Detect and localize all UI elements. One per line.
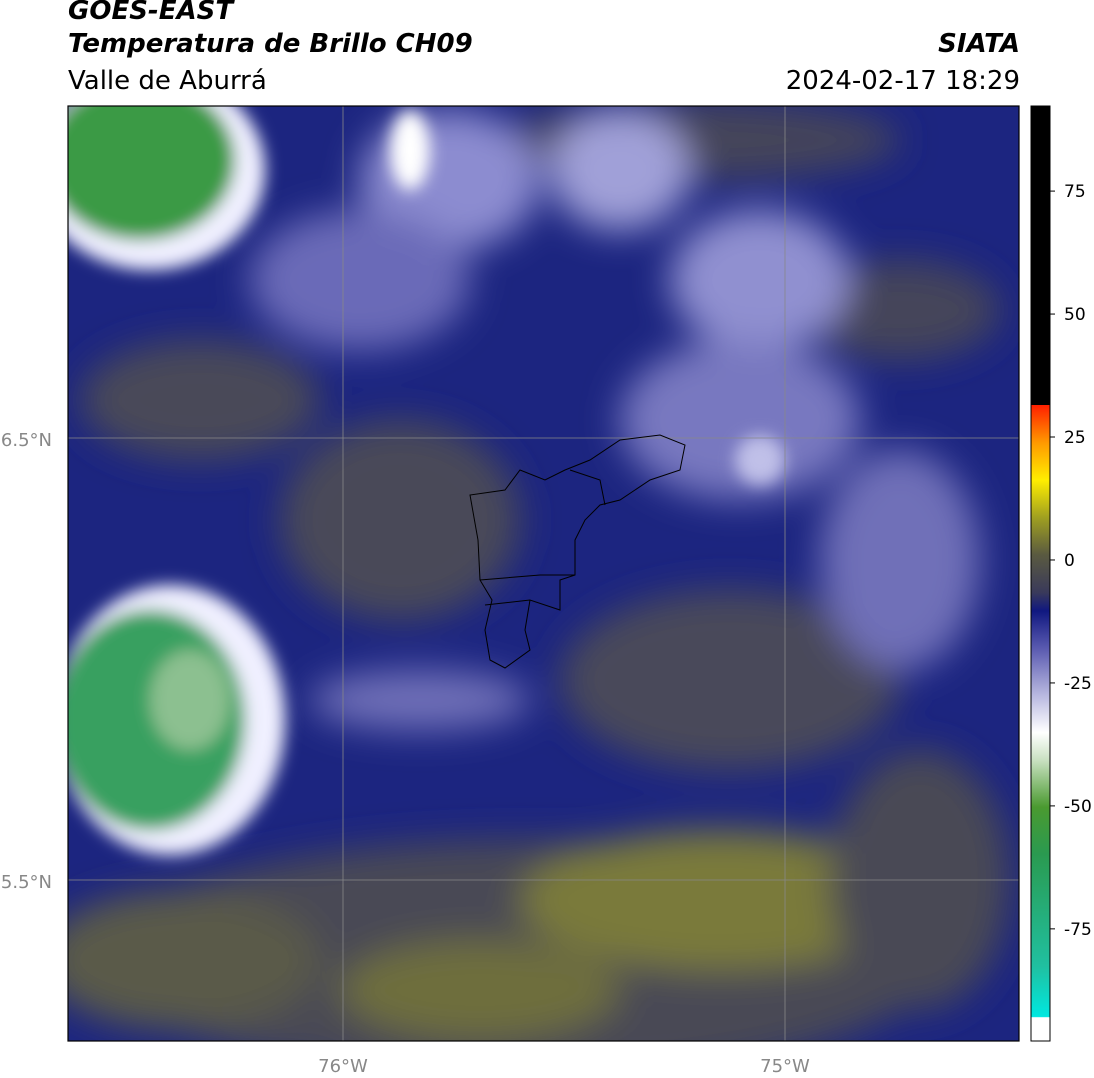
colorbar-tick-label: 25	[1064, 428, 1086, 448]
watershed-outline	[469, 434, 686, 669]
lon-label: 76°W	[318, 1056, 368, 1077]
lon-label: 75°W	[760, 1056, 810, 1077]
map-frame	[67, 105, 1020, 1042]
source: SIATA	[938, 29, 1020, 59]
datetime: 2024-02-17 18:29	[785, 66, 1020, 96]
colorbar-tick-label: 75	[1064, 182, 1086, 202]
region: Valle de Aburrá	[68, 66, 267, 96]
title: GOES-EAST	[68, 0, 234, 26]
colorbar-tick-label: -25	[1064, 674, 1092, 694]
lat-label: 6.5°N	[1, 430, 52, 451]
colorbar-tick-label: 0	[1064, 551, 1075, 571]
colorbar-tick-label: 50	[1064, 305, 1086, 325]
colorbar-tick-label: -50	[1064, 797, 1092, 817]
colorbar-tick-label: -75	[1064, 920, 1092, 940]
colorbar	[1030, 105, 1051, 1042]
subtitle: Temperatura de Brillo CH09	[68, 29, 473, 59]
lat-label: 5.5°N	[1, 872, 52, 893]
satellite-image	[68, 106, 1019, 1041]
